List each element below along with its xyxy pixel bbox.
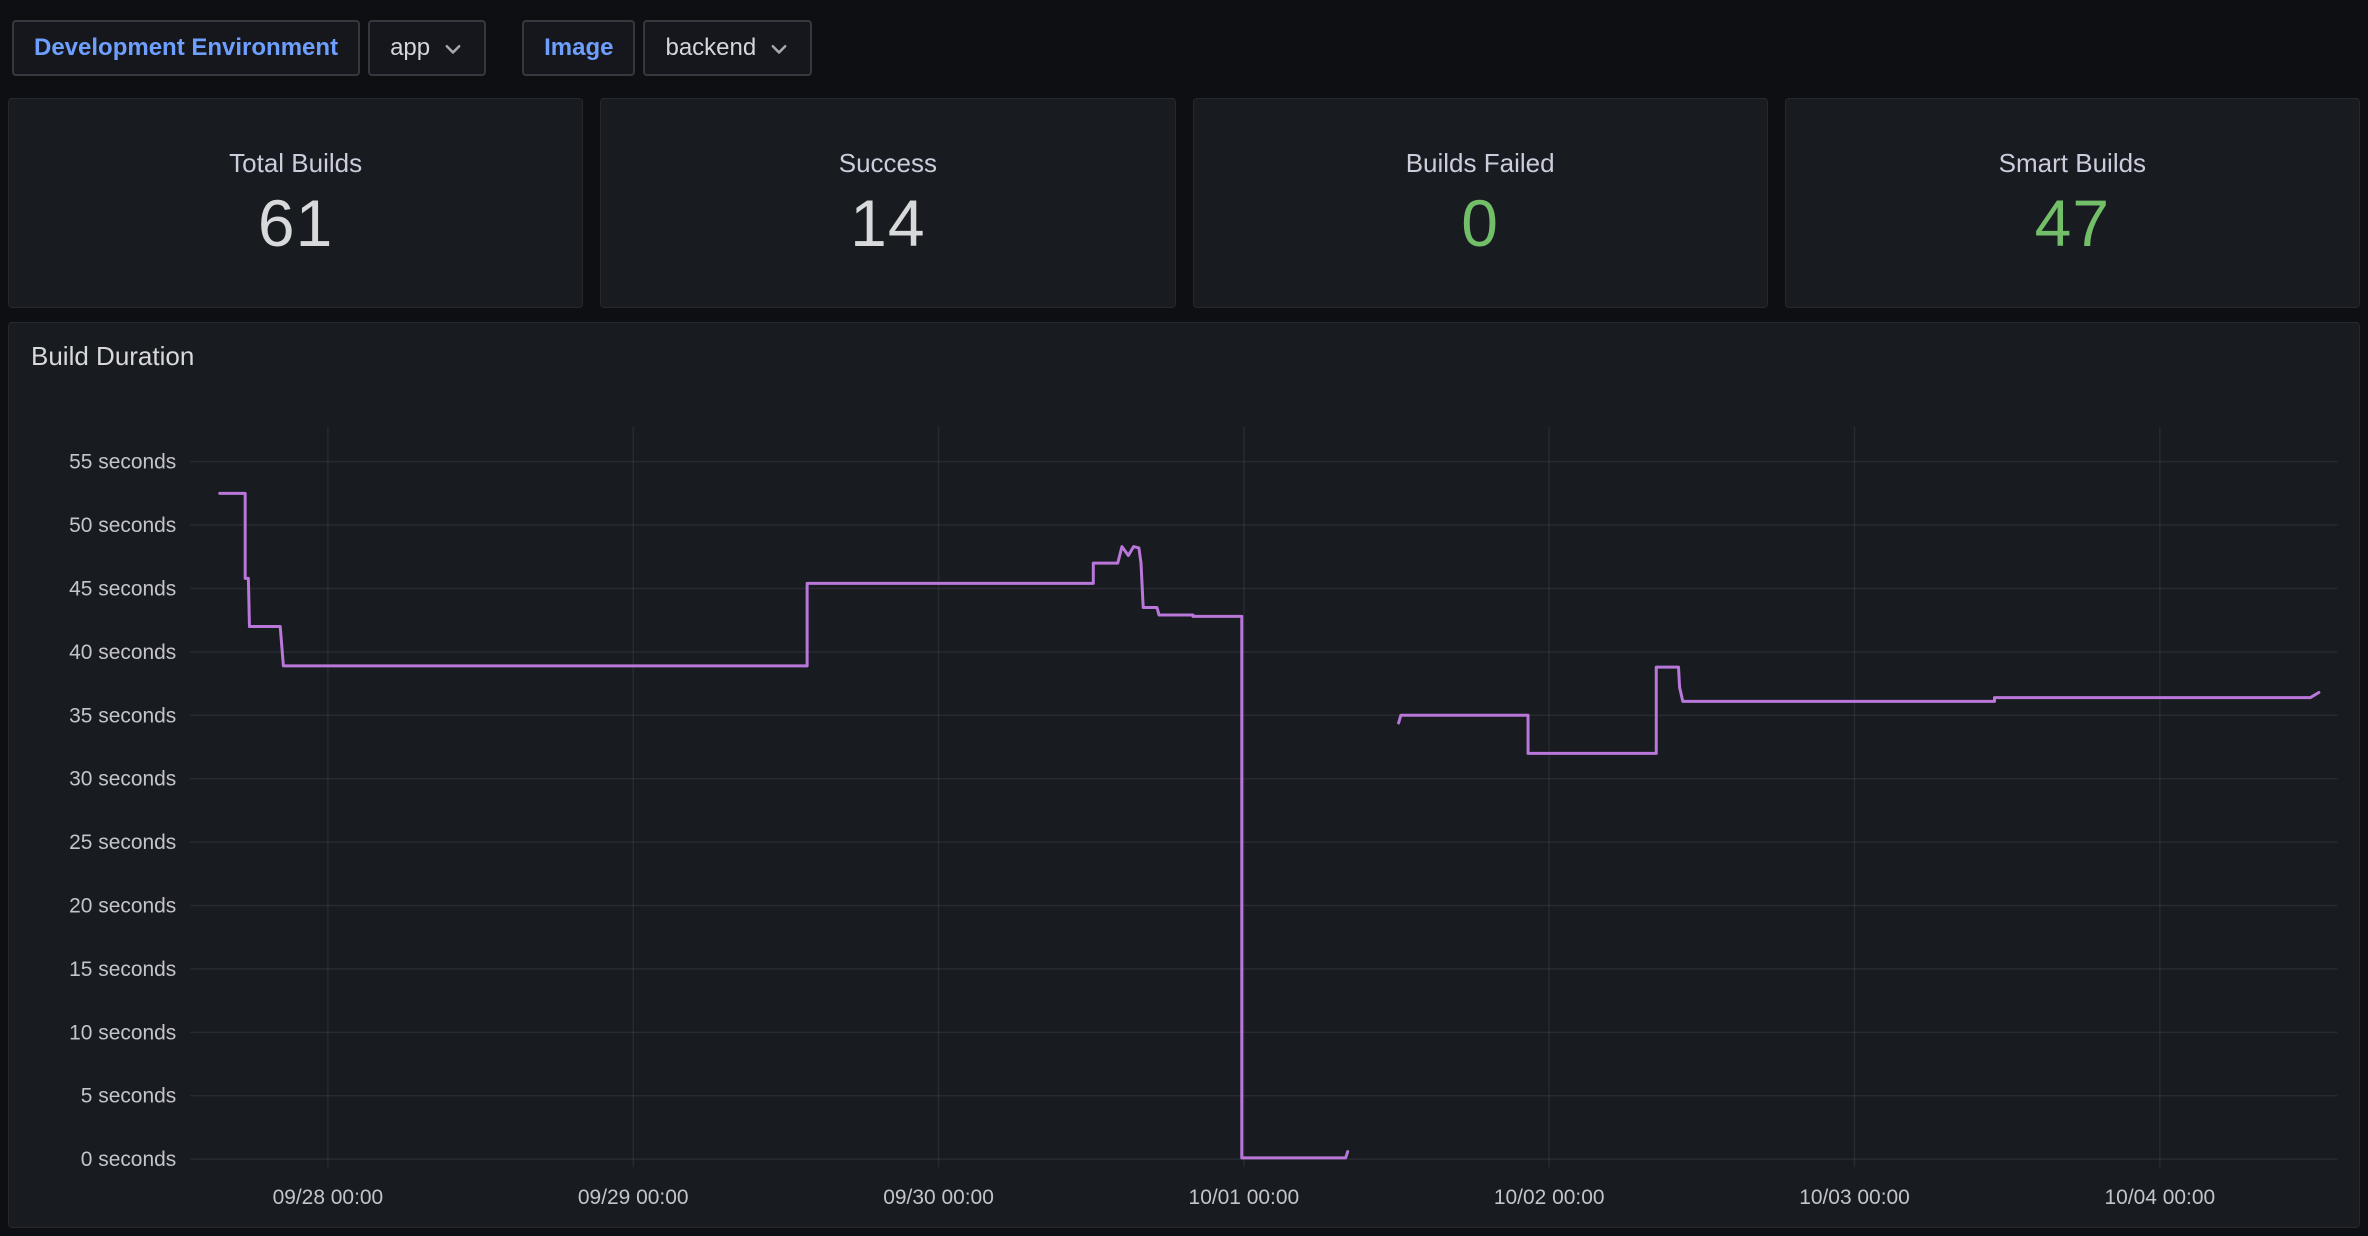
y-tick-label: 5 seconds (81, 1085, 176, 1108)
y-tick-label: 0 seconds (81, 1148, 176, 1171)
variable-development-environment: Development Environment app (12, 20, 487, 76)
y-tick-label: 15 seconds (69, 958, 176, 981)
x-tick-label: 09/28 00:00 (273, 1186, 384, 1209)
stat-value: 61 (257, 186, 334, 260)
y-tick-label: 50 seconds (69, 514, 176, 537)
series-build-duration (1397, 665, 2321, 755)
variable-dropdown-development-environment[interactable]: app (368, 20, 487, 76)
chevron-down-icon (771, 45, 787, 54)
stat-panel-total-builds: Total Builds 61 (8, 98, 584, 308)
stat-value: 47 (2034, 186, 2111, 260)
stat-panel-smart-builds: Smart Builds 47 (1784, 98, 2360, 308)
variable-dropdown-image[interactable]: backend (643, 20, 813, 76)
y-tick-label: 35 seconds (69, 704, 176, 727)
variable-selected-value: backend (665, 34, 757, 61)
variable-image: Image backend (522, 20, 813, 76)
y-tick-label: 25 seconds (69, 831, 176, 854)
y-tick-label: 40 seconds (69, 641, 176, 664)
chevron-down-icon (445, 45, 461, 54)
stat-panel-success: Success 14 (600, 98, 1176, 308)
time-series-chart[interactable]: 0 seconds 5 seconds 10 seconds 15 seconds 20… (9, 323, 2359, 1227)
y-tick-label: 30 seconds (69, 768, 176, 791)
x-tick-label: 10/03 00:00 (1799, 1186, 1910, 1209)
series-build-duration (218, 491, 1350, 1160)
variable-label-development-environment: Development Environment (12, 20, 361, 76)
stat-panel-builds-failed: Builds Failed 0 (1192, 98, 1768, 308)
x-tick-label: 10/02 00:00 (1494, 1186, 1605, 1209)
x-tick-label: 10/04 00:00 (2105, 1186, 2216, 1209)
y-tick-label: 10 seconds (69, 1021, 176, 1044)
variable-toolbar: Development Environment app Image backen… (12, 20, 2360, 76)
x-tick-label: 10/01 00:00 (1189, 1186, 1300, 1209)
y-tick-label: 45 seconds (69, 577, 176, 600)
stat-value: 0 (1461, 186, 1499, 260)
x-tick-label: 09/29 00:00 (578, 1186, 689, 1209)
stat-title: Builds Failed (1405, 148, 1555, 178)
stat-title: Smart Builds (1998, 148, 2147, 178)
variable-label-image: Image (522, 20, 636, 76)
build-duration-panel: Build Duration 0 seconds 5 seconds 10 seco… (8, 322, 2360, 1228)
stat-title: Success (838, 148, 937, 178)
stat-value: 14 (850, 186, 926, 260)
stat-row: Total Builds 61 Success 14 Builds Failed… (8, 98, 2360, 308)
y-tick-label: 55 seconds (69, 451, 176, 474)
variable-selected-value: app (390, 34, 431, 61)
panel-title: Build Duration (31, 341, 195, 371)
x-tick-label: 09/30 00:00 (883, 1186, 994, 1209)
stat-title: Total Builds (229, 148, 363, 178)
y-tick-label: 20 seconds (69, 894, 176, 917)
